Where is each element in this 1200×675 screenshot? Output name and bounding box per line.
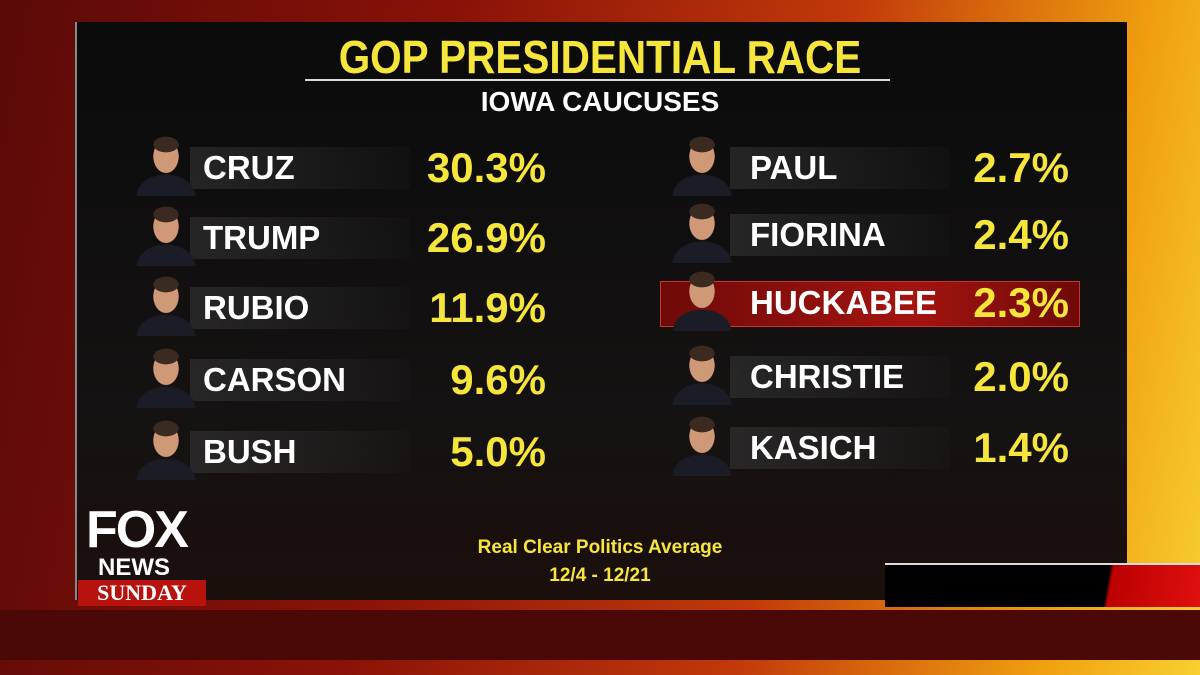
- subtitle: IOWA CAUCUSES: [480, 86, 720, 117]
- candidate-name: FIORINA: [750, 216, 886, 253]
- row-bar: [730, 356, 950, 398]
- candidate-name: KASICH: [750, 429, 877, 466]
- candidate-photo: [672, 130, 732, 196]
- candidate-photo: [136, 414, 196, 480]
- row-bar: [190, 287, 410, 329]
- candidate-value: 11.9%: [429, 284, 546, 331]
- row-bar: [730, 214, 950, 256]
- title: GOP PRESIDENTIAL RACE: [338, 31, 862, 83]
- corner-bar: [885, 563, 1200, 607]
- candidate-name: RUBIO: [203, 289, 310, 326]
- source: Real Clear Politics Average: [477, 537, 723, 558]
- logo: NEWS: [98, 554, 170, 581]
- candidate-photo: [672, 339, 732, 405]
- logo: SUNDAY: [78, 580, 206, 606]
- candidate-name: BUSH: [203, 433, 297, 470]
- candidate-value: 30.3%: [426, 144, 546, 191]
- logo: FOX: [86, 501, 189, 559]
- candidate-photo: [136, 130, 196, 196]
- candidate-value: 2.4%: [973, 211, 1069, 258]
- row-bar: [190, 147, 410, 189]
- candidate-value: 9.6%: [450, 356, 546, 403]
- candidate-photo: [136, 270, 196, 336]
- candidate-photo: [672, 265, 732, 331]
- source-dates: 12/4 - 12/21: [549, 565, 651, 586]
- candidate-photo: [672, 410, 732, 476]
- candidate-name: TRUMP: [203, 219, 321, 256]
- candidate-photo: [136, 342, 196, 408]
- candidate-name: HUCKABEE: [750, 284, 938, 321]
- row-bar: [190, 217, 410, 259]
- candidate-name: PAUL: [750, 149, 838, 186]
- candidate-value: 2.3%: [973, 279, 1069, 326]
- candidate-value: 5.0%: [450, 428, 546, 475]
- candidate-value: 1.4%: [973, 424, 1069, 471]
- candidate-photo: [136, 200, 196, 266]
- candidate-name: CRUZ: [203, 149, 295, 186]
- row-bar: [190, 359, 410, 401]
- row-bar: [190, 431, 410, 473]
- candidate-value: 26.9%: [426, 214, 546, 261]
- title-rule: [305, 79, 890, 81]
- background-stripe: [0, 610, 1200, 660]
- candidate-name: CARSON: [203, 361, 347, 398]
- candidate-value: 2.7%: [973, 144, 1069, 191]
- candidate-value: 2.0%: [973, 353, 1069, 400]
- candidate-photo: [672, 197, 732, 263]
- row-bar: [730, 427, 950, 469]
- row-bar: [730, 147, 950, 189]
- candidate-name: CHRISTIE: [750, 358, 905, 395]
